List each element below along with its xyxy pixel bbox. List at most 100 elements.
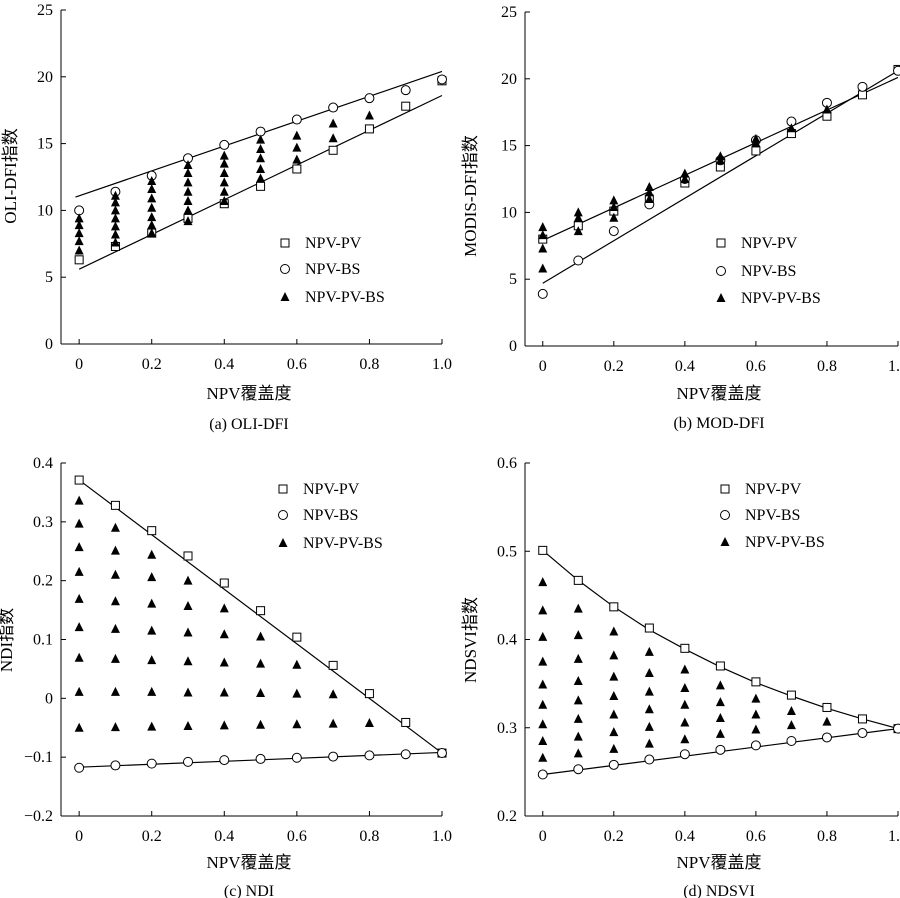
data-point — [291, 752, 302, 763]
legend-label: NPV-PV-BS — [305, 289, 385, 306]
data-point — [292, 164, 302, 174]
data-point — [219, 177, 229, 187]
data-point — [573, 764, 584, 775]
data-point — [644, 721, 654, 731]
data-point — [110, 237, 120, 247]
data-point — [74, 762, 85, 773]
fit-line — [542, 70, 899, 284]
data-point — [147, 721, 157, 731]
legend-marker — [716, 266, 726, 276]
data-point — [644, 187, 654, 197]
legend-label: NPV-BS — [305, 261, 360, 278]
data-point — [183, 186, 193, 196]
data-point — [400, 85, 411, 96]
data-point — [573, 575, 583, 585]
y-tick-label: 0.5 — [497, 543, 517, 560]
data-point — [437, 74, 447, 85]
legend: NPV-PV NPV-BS NPV-PV-BS — [278, 481, 383, 552]
data-point — [680, 664, 690, 674]
legend-marker — [716, 293, 726, 302]
data-point — [110, 190, 120, 200]
data-point — [183, 575, 193, 585]
y-tick-label: 0.3 — [497, 720, 517, 737]
data-point — [328, 102, 339, 113]
legend-label: NPV-BS — [303, 507, 358, 524]
y-tick-label: 0.6 — [497, 455, 517, 472]
y-tick-label: 0.4 — [497, 632, 517, 649]
data-point — [751, 677, 761, 687]
data-point — [786, 705, 796, 715]
data-point — [110, 569, 120, 579]
data-point — [219, 687, 229, 697]
data-point — [364, 110, 374, 120]
data-point — [292, 688, 302, 698]
fit-line — [78, 479, 443, 754]
data-point — [751, 709, 761, 719]
data-point — [538, 679, 548, 689]
legend-marker — [720, 510, 730, 520]
y-tick-label: −0.2 — [24, 808, 53, 825]
data-point — [609, 650, 619, 660]
series-npv-pv — [538, 545, 900, 734]
data-point — [147, 176, 157, 186]
chart-panel-1: 0 5 10 15 20 25 0 0.2 0.4 0.6 0.8 1.0 NPV覆盖度 OLI-DFI指… — [1, 2, 452, 433]
data-point — [328, 660, 338, 670]
data-point — [715, 661, 725, 671]
data-point — [110, 500, 120, 510]
data-point — [364, 93, 375, 104]
y-axis-label: MODIS-DFI指数 — [461, 135, 480, 257]
data-point — [256, 631, 266, 641]
panel-caption: (b) MOD-DFI — [673, 415, 764, 432]
data-point — [573, 695, 583, 705]
x-tick-label: 1.0 — [432, 356, 452, 373]
legend-marker — [280, 264, 290, 274]
data-point — [644, 754, 655, 765]
data-point — [292, 154, 302, 164]
data-point — [183, 205, 193, 215]
series-npv-bs — [74, 748, 447, 773]
data-point — [219, 196, 229, 206]
legend-marker — [280, 292, 290, 301]
data-point — [609, 709, 619, 719]
x-tick-label: 1.0 — [432, 828, 452, 845]
data-point — [573, 212, 583, 222]
data-point — [822, 716, 832, 726]
data-point — [680, 683, 690, 693]
legend-marker — [720, 537, 730, 546]
data-point — [110, 686, 120, 696]
data-point — [751, 133, 761, 143]
x-tick-label: 1.0 — [888, 828, 900, 845]
x-tick-label: 0.6 — [746, 828, 766, 845]
data-point — [538, 735, 548, 745]
data-point — [715, 728, 725, 738]
chart-panel-4: 0.2 0.3 0.4 0.5 0.6 0 0.2 0.4 0.6 0.8 1.0 NPV覆盖度 NDS… — [461, 455, 900, 898]
data-point — [401, 101, 411, 111]
series-npv-bs — [74, 74, 447, 216]
y-tick-label: 5 — [509, 271, 517, 288]
data-point — [328, 689, 338, 699]
y-tick-label: −0.1 — [24, 749, 53, 766]
data-point — [786, 690, 796, 700]
data-point — [538, 631, 548, 641]
data-point — [74, 622, 84, 632]
y-tick-label: 10 — [501, 204, 517, 221]
data-point — [786, 720, 796, 730]
data-point — [715, 151, 725, 161]
data-point — [292, 632, 302, 642]
data-point — [147, 526, 157, 536]
x-tick-label: 0.6 — [287, 356, 307, 373]
data-point — [644, 686, 654, 696]
data-point — [74, 475, 84, 485]
data-point — [538, 545, 548, 555]
data-point — [219, 603, 229, 613]
legend-marker — [278, 484, 288, 494]
x-tick-label: 0.6 — [287, 828, 307, 845]
legend-label: NPV-PV — [741, 235, 798, 252]
data-point — [110, 213, 120, 223]
x-tick-label: 0.2 — [604, 358, 624, 375]
data-point — [328, 751, 339, 762]
y-tick-label: 20 — [501, 71, 517, 88]
data-point — [609, 743, 619, 753]
data-point — [219, 186, 229, 196]
data-point — [147, 572, 157, 582]
